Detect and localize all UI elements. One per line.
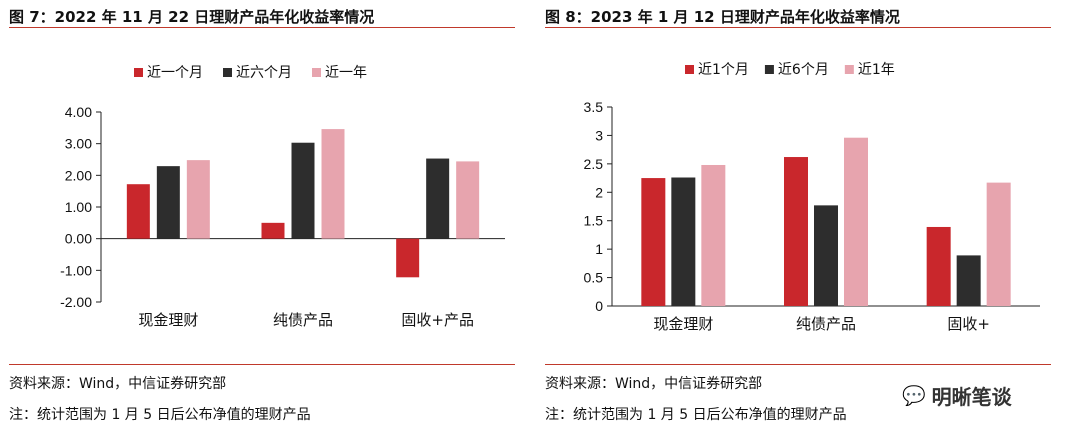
x-category-label: 纯债产品 [796,315,856,333]
legend-swatch-0 [134,68,143,77]
legend-label-0: 近1个月 [698,62,749,78]
x-category-label: 固收+产品 [401,311,474,329]
legend-label-0: 近一个月 [147,65,203,81]
legend-swatch-1 [764,65,774,74]
x-category-label: 现金理财 [653,315,713,333]
y-tick-label: 3.00 [65,136,92,152]
bar [701,164,726,306]
bar [986,182,1011,306]
bar [926,226,951,306]
y-tick-label: 2.00 [65,167,92,183]
y-tick-label: 1.5 [584,213,604,229]
bar [814,205,838,306]
watermark-text: 明晰笔谈 [931,385,1012,409]
figure-8-note: 注：统计范围为 1 月 5 日后公布净值的理财产品 [545,407,847,423]
y-tick-label: 3 [595,127,603,143]
legend-swatch-0 [685,65,694,74]
figure-7-title: 图 7：2022 年 11 月 22 日理财产品年化收益率情况 [9,8,375,26]
legend-label-2: 近一年 [325,65,367,81]
figure-8-top-rule [545,27,1051,28]
bar [321,129,345,239]
bar [784,157,808,306]
figure-7-top-rule [9,27,515,28]
bar [396,238,420,278]
x-category-label: 固收+ [947,315,990,333]
y-tick-label: 4.00 [65,104,92,120]
y-tick-label: -1.00 [60,262,92,278]
y-tick-label: 1 [595,241,603,257]
bar [456,161,480,239]
figure-7-source: 资料来源：Wind，中信证券研究部 [9,376,227,392]
figure-8-chart: 近1个月 近6个月 近1年 3.5 3 2.5 2 1.5 1 0.5 0 现金理财 纯债产品 固收+ [584,62,1040,333]
bar [261,222,285,239]
figure-8-source: 资料来源：Wind，中信证券研究部 [545,376,763,392]
bar [956,255,981,306]
legend-label-2: 近1年 [858,62,895,78]
figure-7-note: 注：统计范围为 1 月 5 日后公布净值的理财产品 [9,407,311,423]
figure-8-bottom-rule [545,364,1051,365]
y-tick-label: -2.00 [60,294,92,310]
y-tick-label: 0.5 [584,270,604,286]
bar [126,184,150,239]
figure-7-chart: 近一个月 近六个月 近一年 4.00 3.00 2.00 1.00 0.00 -1.00 -2.0… [60,65,505,329]
y-tick-label: 2 [595,184,603,200]
bar [671,177,696,306]
legend-swatch-2 [844,65,854,74]
y-tick-label: 3.5 [584,99,604,115]
y-tick-label: 1.00 [65,199,92,215]
figure-8-title: 图 8：2023 年 1 月 12 日理财产品年化收益率情况 [545,8,900,26]
bar [156,166,180,239]
figure-7-bottom-rule [9,364,515,365]
y-tick-label: 0.00 [65,231,92,247]
watermark: 💬 明晰笔谈 [902,381,1012,410]
bar [186,160,210,239]
legend-swatch-2 [312,68,321,77]
legend-label-1: 近6个月 [778,62,829,78]
x-category-label: 现金理财 [138,311,198,329]
x-category-label: 纯债产品 [273,311,333,329]
bar [291,142,315,239]
legend-label-1: 近六个月 [236,65,292,81]
y-tick-label: 2.5 [584,156,604,172]
bar [641,178,666,306]
y-tick-label: 0 [595,298,603,314]
bar [426,158,450,239]
legend-swatch-1 [223,68,232,77]
bar [844,137,868,306]
wechat-icon: 💬 [902,385,926,407]
